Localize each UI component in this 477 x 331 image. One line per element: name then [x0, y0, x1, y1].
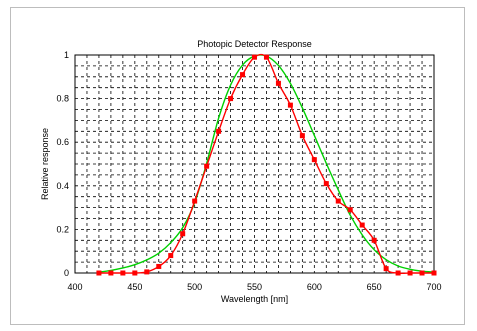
- data-point-measured: [192, 198, 198, 204]
- data-point-measured: [419, 270, 425, 276]
- data-point-measured: [275, 80, 281, 86]
- data-point-measured: [299, 133, 305, 139]
- y-tick-label: 0.2: [56, 224, 69, 234]
- y-axis-label: Relative response: [40, 128, 50, 200]
- data-point-measured: [252, 54, 257, 60]
- y-tick-label: 0.6: [56, 137, 69, 147]
- data-point-measured: [120, 270, 126, 276]
- data-point-measured: [144, 269, 150, 275]
- data-point-measured: [132, 270, 138, 276]
- x-axis-label: Wavelength [nm]: [221, 294, 288, 304]
- x-tick-label: 450: [127, 282, 142, 292]
- y-tick-label: 0.8: [56, 94, 69, 104]
- data-point-measured: [371, 237, 377, 243]
- data-point-measured: [431, 270, 437, 276]
- data-point-measured: [228, 96, 234, 102]
- x-tick-label: 700: [426, 282, 441, 292]
- x-tick-label: 500: [187, 282, 202, 292]
- data-point-measured: [335, 198, 341, 204]
- data-point-measured: [96, 270, 102, 276]
- y-tick-label: 1: [64, 50, 69, 60]
- axis-ticks: 400 450 500 550 600 650 700 0 0.2 0.4 0.6 0.8 1: [56, 50, 441, 292]
- data-point-measured: [395, 270, 401, 276]
- data-point-measured: [347, 207, 353, 213]
- data-point-measured: [204, 163, 210, 169]
- data-point-measured: [287, 102, 293, 108]
- data-point-measured: [311, 157, 317, 163]
- data-point-measured: [168, 253, 174, 259]
- data-point-measured: [263, 54, 269, 60]
- data-point-measured: [383, 266, 389, 272]
- chart-title: Photopic Detector Response: [197, 39, 312, 49]
- data-point-measured: [108, 270, 114, 276]
- data-point-measured: [156, 263, 162, 269]
- data-point-measured: [180, 231, 186, 237]
- y-tick-label: 0: [64, 268, 69, 278]
- x-tick-label: 600: [307, 282, 322, 292]
- data-point-measured: [359, 222, 365, 228]
- series-layer: [96, 53, 437, 276]
- data-point-measured: [323, 181, 329, 187]
- data-point-measured: [240, 72, 246, 78]
- y-tick-label: 0.4: [56, 181, 69, 191]
- data-point-measured: [216, 128, 222, 134]
- x-tick-label: 650: [367, 282, 382, 292]
- x-tick-label: 550: [247, 282, 262, 292]
- x-tick-label: 400: [67, 282, 82, 292]
- grid: [75, 55, 434, 273]
- data-point-measured: [407, 270, 413, 276]
